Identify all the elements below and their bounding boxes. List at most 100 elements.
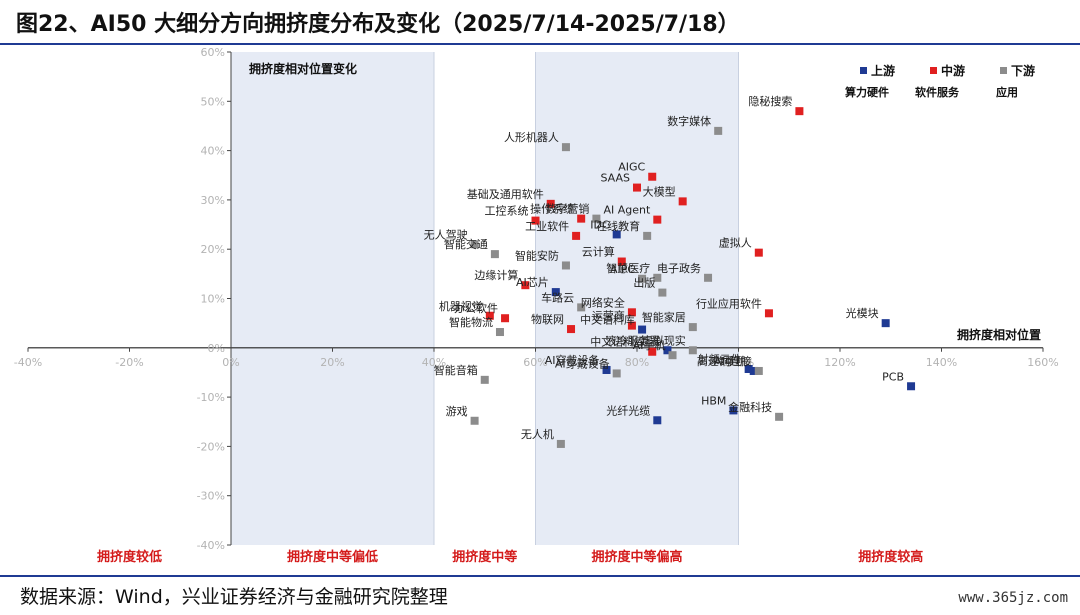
data-point xyxy=(546,199,555,208)
data-point xyxy=(775,412,784,421)
data-point xyxy=(577,303,586,312)
point-label: 光模块 xyxy=(846,306,879,320)
data-point xyxy=(688,346,697,355)
crowding-band xyxy=(231,52,434,545)
band-label: 拥挤度中等偏低 xyxy=(287,549,378,565)
point-label: 虚拟人 xyxy=(719,236,752,250)
point-label: 无人驾驶 xyxy=(424,227,468,241)
point-label: 电子政务 xyxy=(657,261,701,275)
data-point xyxy=(704,273,713,282)
point-label: 数字营销 xyxy=(545,202,589,216)
x-tick-label: -20% xyxy=(115,356,143,369)
data-point xyxy=(754,366,763,375)
legend-note: 应用 xyxy=(996,85,1018,99)
point-label: AI芯片 xyxy=(516,275,549,289)
data-point xyxy=(881,319,890,328)
band-label: 拥挤度中等偏高 xyxy=(591,549,682,565)
data-point xyxy=(592,214,601,223)
data-point xyxy=(567,325,576,334)
data-point xyxy=(714,126,723,135)
data-point xyxy=(795,107,804,116)
data-point xyxy=(612,230,621,239)
data-point xyxy=(602,365,611,374)
point-label: 网络安全 xyxy=(581,295,625,309)
point-label: 办公软件 xyxy=(454,301,498,315)
point-label: 智慧医疗 xyxy=(606,261,650,275)
point-label: 智能安防 xyxy=(515,248,559,262)
legend-marker xyxy=(930,67,937,74)
title-rule xyxy=(0,43,1080,45)
point-label: AIGC xyxy=(618,161,645,174)
point-label: 隐秘搜索 xyxy=(748,94,792,108)
axis-annotation: 拥挤度相对位置 xyxy=(957,327,1041,342)
band-layer xyxy=(231,52,739,545)
y-tick-label: -10% xyxy=(197,391,225,404)
band-label: 拥挤度中等 xyxy=(452,549,517,565)
legend-note: 软件服务 xyxy=(915,85,960,99)
point-label: 液冷服务器 xyxy=(605,333,660,347)
x-tick-label: 40% xyxy=(422,356,446,369)
data-point xyxy=(658,288,667,297)
data-point xyxy=(551,288,560,297)
data-point xyxy=(764,309,773,318)
y-tick-label: -30% xyxy=(197,490,225,503)
y-tick-label: 60% xyxy=(201,46,225,59)
x-tick-label: -40% xyxy=(14,356,42,369)
point-label: 射频元件 xyxy=(698,352,742,366)
point-label: 在线教育 xyxy=(596,219,640,233)
data-point xyxy=(643,231,652,240)
data-point xyxy=(729,406,738,415)
data-point xyxy=(668,351,677,360)
data-point xyxy=(648,172,657,181)
points-layer xyxy=(470,107,916,448)
point-label: 出版 xyxy=(633,276,655,290)
band-label: 拥挤度较低 xyxy=(97,549,162,565)
point-label: SAAS xyxy=(600,172,630,185)
point-label: AI手机 xyxy=(633,338,666,352)
point-label: PCB xyxy=(882,370,904,383)
point-label: 中文语料库 xyxy=(580,313,635,327)
chart-title: 图22、AI50 大细分方向拥挤度分布及变化（2025/7/14-2025/7/… xyxy=(16,12,740,37)
data-point xyxy=(688,323,697,332)
point-label: 智能物流 xyxy=(449,315,493,329)
x-tick-label: 160% xyxy=(1027,356,1058,369)
y-tick-label: 30% xyxy=(201,194,225,207)
data-point xyxy=(490,250,499,259)
data-point xyxy=(749,366,758,375)
point-label: HBM xyxy=(701,394,726,407)
data-point xyxy=(531,216,540,225)
band-label: 拥挤度较高 xyxy=(858,549,923,565)
point-label: 高速铜连接 xyxy=(697,354,752,368)
point-label: 虚拟现实 xyxy=(642,333,686,347)
data-point xyxy=(638,274,647,283)
point-label: 金融科技 xyxy=(728,400,772,414)
y-tick-label: -40% xyxy=(197,539,225,552)
x-tick-label: 80% xyxy=(625,356,649,369)
point-label: 操作系统 xyxy=(530,202,574,216)
data-point xyxy=(521,281,530,290)
x-tick-label: 120% xyxy=(824,356,855,369)
data-point xyxy=(653,273,662,282)
x-tick-label: 140% xyxy=(926,356,957,369)
data-point xyxy=(744,364,753,373)
data-point xyxy=(627,321,636,330)
point-label: 工业软件 xyxy=(525,219,569,233)
point-label: 大模型 xyxy=(643,184,676,198)
legend-marker xyxy=(1000,67,1007,74)
x-tick-label: 0% xyxy=(222,356,239,369)
data-point xyxy=(480,375,489,384)
data-point xyxy=(638,325,647,334)
point-label: 人形机器人 xyxy=(504,130,559,144)
data-point xyxy=(501,314,510,323)
data-point xyxy=(627,308,636,317)
data-point xyxy=(653,215,662,224)
data-point xyxy=(633,183,641,192)
legend-note: 算力硬件 xyxy=(844,85,889,99)
annotation-layer: 拥挤度较低 拥挤度中等偏低 拥挤度中等 拥挤度中等偏高 拥挤度较高 拥挤度相对位置变化拥挤… xyxy=(97,61,1041,565)
point-label: 运营商 xyxy=(592,309,625,323)
data-point xyxy=(561,143,570,152)
point-label: 工控系统 xyxy=(485,204,529,218)
data-point xyxy=(663,346,672,355)
point-label: 行业应用软件 xyxy=(696,296,762,310)
point-label: 车路云 xyxy=(541,290,574,304)
